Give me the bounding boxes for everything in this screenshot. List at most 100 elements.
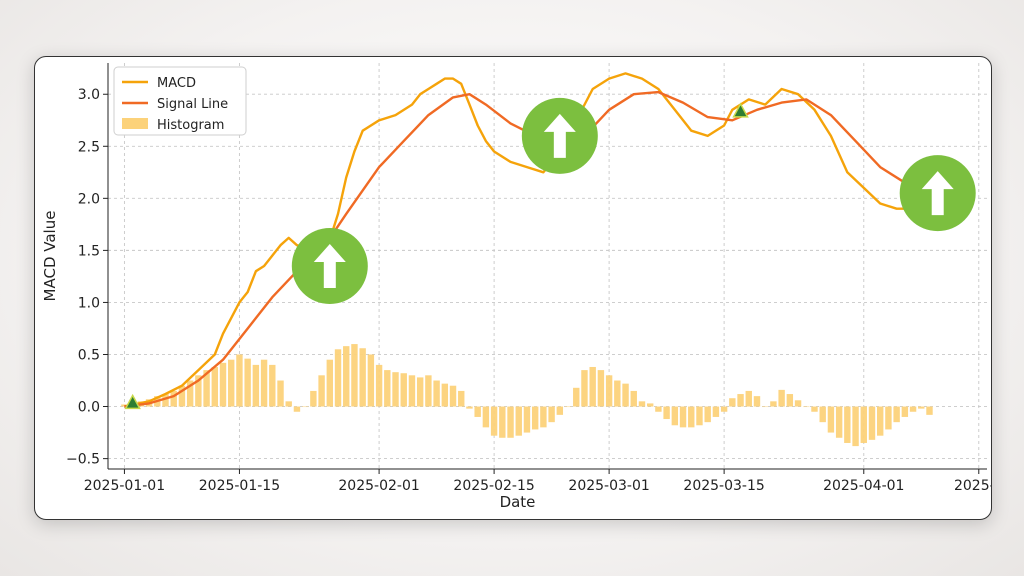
histogram-bar <box>729 398 736 407</box>
histogram-bar <box>285 401 292 407</box>
histogram-bar <box>244 358 251 407</box>
histogram-bar <box>531 406 539 430</box>
histogram-bar <box>786 394 794 407</box>
histogram-bar <box>301 406 309 408</box>
histogram-bar <box>860 406 867 443</box>
histogram-bar <box>688 406 695 428</box>
histogram-bar <box>277 380 284 407</box>
histogram-bar <box>375 364 383 407</box>
legend-label: MACD <box>157 76 196 91</box>
histogram-bar <box>605 375 613 407</box>
up-arrow-glyph <box>921 171 954 216</box>
up-arrow-icon <box>291 228 368 304</box>
histogram-bar <box>425 375 432 407</box>
histogram-bar <box>482 406 490 428</box>
histogram-bar <box>745 390 752 407</box>
histogram-bar <box>753 396 761 407</box>
histogram-bar <box>581 370 588 407</box>
histogram-bar <box>458 390 465 407</box>
histogram-bar <box>384 370 391 407</box>
histogram-bar <box>228 359 235 407</box>
triangle-marker <box>124 393 141 410</box>
histogram-bar <box>918 406 925 409</box>
histogram-bar <box>359 348 366 407</box>
histogram-bar <box>597 370 605 407</box>
up-arrow-glyph <box>313 244 346 288</box>
x-tick-label: 2025-01-15 <box>199 478 280 494</box>
histogram-bar <box>712 406 720 417</box>
histogram-bar <box>326 359 334 407</box>
histogram-bar <box>260 359 268 407</box>
x-tick-label: 2025-03-15 <box>683 478 764 494</box>
histogram-bar <box>909 406 917 412</box>
histogram-bar <box>490 406 498 436</box>
y-tick-label: 0.5 <box>78 347 100 363</box>
histogram-bar <box>293 406 301 412</box>
histogram-bar <box>671 406 679 426</box>
histogram-bar <box>852 406 859 447</box>
histogram-bar <box>630 390 637 407</box>
histogram-bar <box>885 406 892 430</box>
x-tick-label: 2025-02-01 <box>338 478 419 494</box>
histogram-bar <box>901 406 909 417</box>
histogram-bar <box>770 401 777 407</box>
histogram-bar <box>310 390 317 407</box>
histogram-bar <box>170 390 177 407</box>
histogram-bar <box>195 375 202 407</box>
histogram-bar <box>926 406 933 415</box>
histogram-bar <box>523 406 531 433</box>
legend-swatch-bar <box>122 118 148 129</box>
x-axis-label: Date <box>500 493 536 511</box>
histogram-bar <box>466 406 473 409</box>
histogram-bar <box>400 373 407 407</box>
chart-frame: −0.5 0.0 0.5 1.0 1.5 2.0 2.5 3.0 2025-01-01 2025-… <box>34 56 992 520</box>
histogram-bar <box>803 406 810 408</box>
x-tick-label: 2025-02-15 <box>453 478 534 494</box>
histogram-bar <box>515 406 522 436</box>
histogram-bar <box>351 344 358 407</box>
x-tick-label: 2025-04-01 <box>823 478 904 494</box>
up-arrow-icon <box>899 155 976 232</box>
histogram-bar <box>868 406 876 440</box>
legend-label: Histogram <box>157 118 224 133</box>
histogram-bar <box>507 406 514 438</box>
histogram-bar <box>540 406 547 428</box>
legend-label: Signal Line <box>157 97 228 112</box>
histogram-bar <box>564 406 572 408</box>
histogram-bar <box>252 364 260 407</box>
histogram-bar <box>794 400 802 407</box>
up-arrow-icon <box>521 97 598 174</box>
histogram-bar <box>392 372 399 407</box>
histogram-bar <box>720 406 728 412</box>
histogram-bar <box>696 406 703 426</box>
legend: MACD Signal Line Histogram <box>113 66 247 136</box>
histogram-bar <box>408 375 416 407</box>
y-tick-label: 0.0 <box>78 400 100 416</box>
x-tick-label: 2025-0 <box>954 478 991 494</box>
histogram-bar <box>269 364 276 407</box>
histogram-bar <box>704 406 711 423</box>
histogram-bar <box>236 354 243 407</box>
histogram-bar <box>761 406 769 408</box>
up-arrow-glyph <box>543 113 576 158</box>
histogram-bar <box>441 383 449 407</box>
histogram-bar <box>178 385 186 407</box>
triangle-marker <box>732 102 749 118</box>
histogram-bar <box>811 406 818 412</box>
histogram-bar <box>433 380 440 407</box>
y-tick-label: 1.5 <box>78 243 100 259</box>
histogram-bar <box>203 370 210 407</box>
histogram-bar <box>162 394 169 407</box>
histogram-bar <box>877 406 884 436</box>
histogram-bar <box>367 354 375 407</box>
histogram-bar <box>334 349 342 407</box>
x-tick-label: 2025-03-01 <box>568 478 649 494</box>
histogram-bar <box>573 387 580 407</box>
histogram-bar <box>655 406 662 412</box>
histogram-bar <box>679 406 687 428</box>
histogram-bar <box>844 406 851 443</box>
histogram-bar <box>589 366 596 407</box>
y-tick-label: −0.5 <box>66 452 100 468</box>
histogram-bar <box>638 401 646 407</box>
histogram-bar <box>778 389 785 407</box>
